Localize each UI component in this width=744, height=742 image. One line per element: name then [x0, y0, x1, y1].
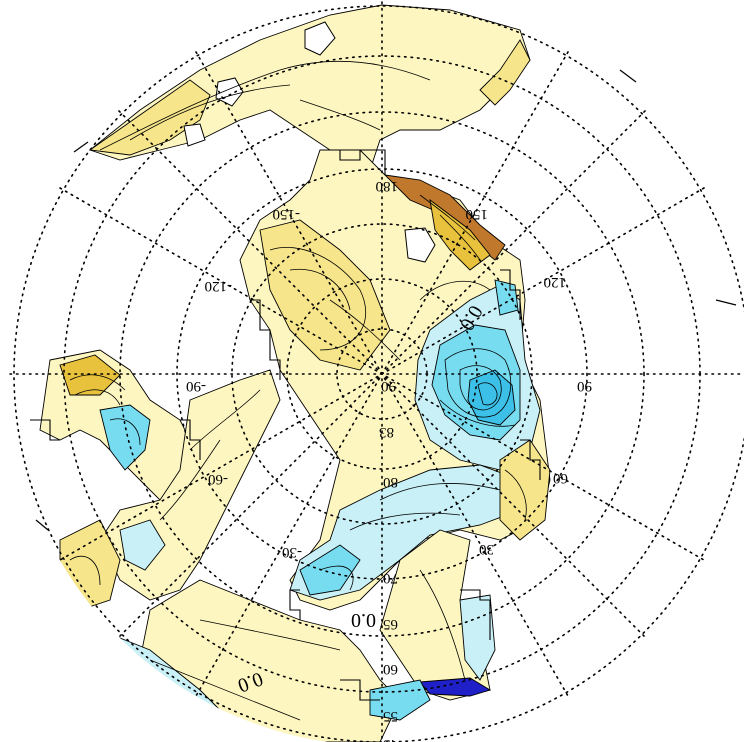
neg-region-southwest — [119, 519, 166, 571]
edge-ticks — [35, 69, 737, 531]
void-top-1 — [304, 21, 336, 56]
graticule — [9, 1, 744, 742]
lon-label-180: 180 — [376, 178, 399, 194]
lon-label-neg60: -60 — [208, 471, 228, 487]
lat-label-60: 60 — [383, 661, 398, 677]
land-region-top-mid — [88, 79, 211, 156]
land-region-top-right — [479, 39, 531, 106]
lon-label-30: 30 — [479, 541, 494, 557]
lat-label-70: 70 — [383, 570, 398, 586]
lat-label-55: 55 — [383, 708, 398, 724]
lon-label-neg150: -150 — [273, 206, 301, 222]
lon-label-120: 120 — [544, 274, 567, 290]
lon-label-60: 60 — [553, 470, 568, 486]
lat-label-90: 90 — [381, 378, 396, 394]
neg-region-extreme — [419, 677, 492, 697]
contour-lines — [69, 60, 527, 721]
lon-label-150: 150 — [466, 206, 489, 222]
lon-label-neg120: -120 — [205, 278, 233, 294]
neg-region-west — [99, 404, 151, 471]
coastlines — [30, 149, 541, 701]
void-central — [404, 227, 436, 263]
land-region-bottom — [139, 579, 401, 742]
lat-label-83: 83 — [379, 424, 394, 440]
lon-label-neg30: -30 — [282, 544, 302, 560]
longitude-labels: 150 120 90 60 30 -150 -120 -90 -60 -30 1… — [186, 178, 592, 560]
latitude-labels: 80 70 65 60 55 45 83 90 — [379, 378, 398, 742]
lat-label-45: 45 — [383, 736, 398, 742]
lon-label-neg90: -90 — [186, 378, 206, 394]
neg-region-bottom-strip — [369, 679, 431, 721]
neg-region-south-mid — [299, 544, 361, 596]
lat-label-80: 80 — [383, 474, 398, 490]
lon-label-90: 90 — [577, 378, 592, 394]
neg-region-bottom-right — [459, 594, 496, 681]
void-top-3 — [183, 123, 206, 147]
lat-label-65: 65 — [383, 616, 398, 632]
contour-label-south: 0.0 — [351, 609, 376, 631]
land-region-central-mid — [259, 219, 391, 371]
